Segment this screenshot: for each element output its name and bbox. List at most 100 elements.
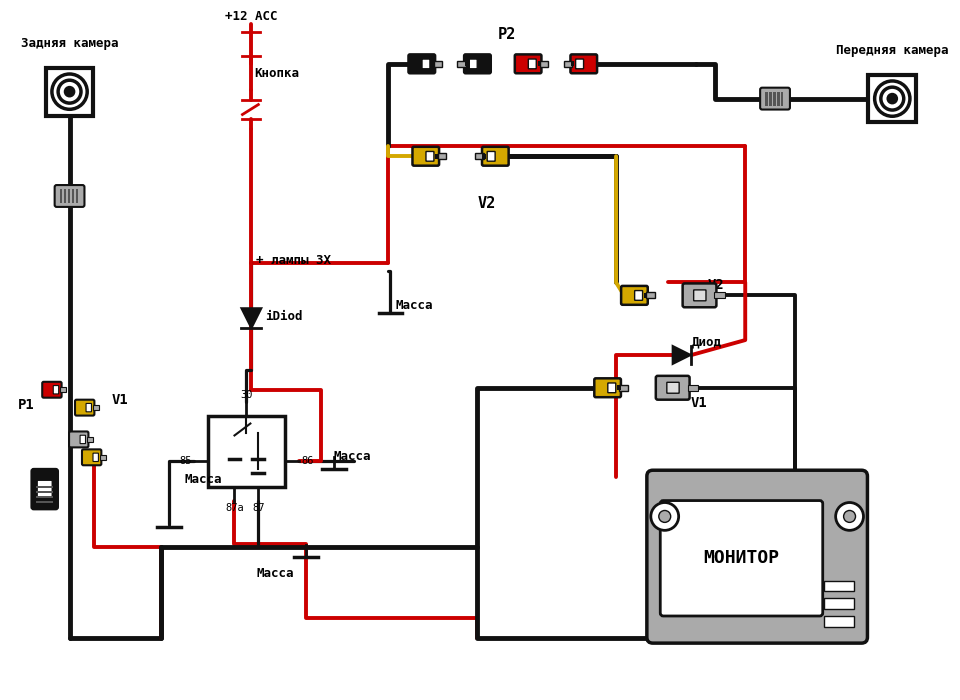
FancyBboxPatch shape xyxy=(469,59,477,69)
Text: P1: P1 xyxy=(18,398,35,412)
Text: Масса: Масса xyxy=(256,567,294,580)
FancyBboxPatch shape xyxy=(53,386,59,394)
Text: 30: 30 xyxy=(240,390,252,400)
Text: МОНИТОР: МОНИТОР xyxy=(704,550,780,567)
Circle shape xyxy=(64,87,74,97)
Text: V1: V1 xyxy=(690,395,708,409)
Bar xyxy=(431,62,435,66)
FancyBboxPatch shape xyxy=(32,469,58,509)
Circle shape xyxy=(875,81,910,116)
FancyBboxPatch shape xyxy=(37,480,52,498)
Bar xyxy=(571,62,574,66)
Text: Кнопка: Кнопка xyxy=(254,67,300,80)
Text: 87а: 87а xyxy=(226,503,244,513)
FancyBboxPatch shape xyxy=(515,55,541,74)
Bar xyxy=(60,387,66,392)
FancyBboxPatch shape xyxy=(80,435,85,444)
Text: Диод: Диод xyxy=(691,335,722,349)
FancyBboxPatch shape xyxy=(55,185,84,207)
Text: V2: V2 xyxy=(478,196,496,211)
Bar xyxy=(619,385,628,391)
Bar xyxy=(63,189,66,203)
FancyBboxPatch shape xyxy=(635,290,642,300)
Text: iDiod: iDiod xyxy=(265,309,302,323)
FancyBboxPatch shape xyxy=(760,88,790,109)
Circle shape xyxy=(59,80,81,103)
Bar xyxy=(475,153,484,159)
Text: V2: V2 xyxy=(708,279,724,293)
FancyBboxPatch shape xyxy=(82,449,102,466)
Text: Масса: Масса xyxy=(334,450,372,463)
Bar xyxy=(36,500,54,503)
Bar xyxy=(646,293,655,298)
Text: Масса: Масса xyxy=(396,299,433,312)
Bar xyxy=(644,293,647,297)
FancyBboxPatch shape xyxy=(608,383,615,393)
Bar xyxy=(781,92,783,106)
Bar xyxy=(540,61,548,66)
FancyBboxPatch shape xyxy=(647,470,868,643)
Circle shape xyxy=(881,88,903,110)
FancyBboxPatch shape xyxy=(42,382,61,398)
FancyBboxPatch shape xyxy=(576,59,584,69)
Bar xyxy=(100,455,106,460)
Bar xyxy=(538,62,541,66)
Circle shape xyxy=(659,510,671,522)
Text: V1: V1 xyxy=(111,393,128,407)
Text: 87: 87 xyxy=(252,503,265,513)
FancyBboxPatch shape xyxy=(683,284,716,307)
Bar xyxy=(67,189,70,203)
FancyBboxPatch shape xyxy=(482,147,509,166)
Text: + лампы ЗХ: + лампы ЗХ xyxy=(256,254,331,267)
FancyBboxPatch shape xyxy=(409,55,435,74)
Text: Задняя камера: Задняя камера xyxy=(21,37,118,50)
FancyBboxPatch shape xyxy=(86,403,91,412)
Bar xyxy=(36,486,54,488)
Bar xyxy=(36,496,54,498)
Bar xyxy=(457,61,466,66)
Bar xyxy=(434,61,442,66)
FancyBboxPatch shape xyxy=(93,453,99,461)
Bar xyxy=(86,437,93,442)
Bar xyxy=(769,92,772,106)
FancyBboxPatch shape xyxy=(487,151,495,161)
Bar xyxy=(617,385,620,390)
Text: P2: P2 xyxy=(497,27,516,42)
FancyBboxPatch shape xyxy=(69,431,88,447)
FancyBboxPatch shape xyxy=(656,376,689,400)
Text: Масса: Масса xyxy=(185,473,223,486)
FancyBboxPatch shape xyxy=(660,500,823,616)
Polygon shape xyxy=(673,346,690,364)
Circle shape xyxy=(887,94,897,104)
Circle shape xyxy=(835,503,863,531)
Bar xyxy=(824,616,853,627)
FancyBboxPatch shape xyxy=(75,400,94,416)
Bar xyxy=(714,293,725,298)
Bar xyxy=(438,153,446,159)
Text: 85: 85 xyxy=(180,456,192,466)
Text: 86: 86 xyxy=(301,456,314,466)
Bar xyxy=(436,154,439,159)
Bar xyxy=(773,92,776,106)
Circle shape xyxy=(844,510,855,522)
Bar xyxy=(76,189,78,203)
FancyBboxPatch shape xyxy=(621,286,648,304)
Bar xyxy=(60,189,62,203)
FancyBboxPatch shape xyxy=(426,151,434,161)
Bar xyxy=(207,416,285,487)
Text: Передняя камера: Передняя камера xyxy=(836,44,948,57)
FancyBboxPatch shape xyxy=(594,378,621,397)
FancyBboxPatch shape xyxy=(570,55,597,74)
FancyBboxPatch shape xyxy=(694,290,706,301)
Bar xyxy=(869,75,916,122)
Circle shape xyxy=(52,74,87,109)
FancyBboxPatch shape xyxy=(413,147,439,166)
Polygon shape xyxy=(242,308,261,328)
Bar xyxy=(46,68,93,116)
Text: +12 ACC: +12 ACC xyxy=(226,10,277,23)
Bar xyxy=(482,154,486,159)
Bar xyxy=(72,189,74,203)
FancyBboxPatch shape xyxy=(422,59,430,69)
Bar xyxy=(765,92,768,106)
Bar xyxy=(824,580,853,592)
